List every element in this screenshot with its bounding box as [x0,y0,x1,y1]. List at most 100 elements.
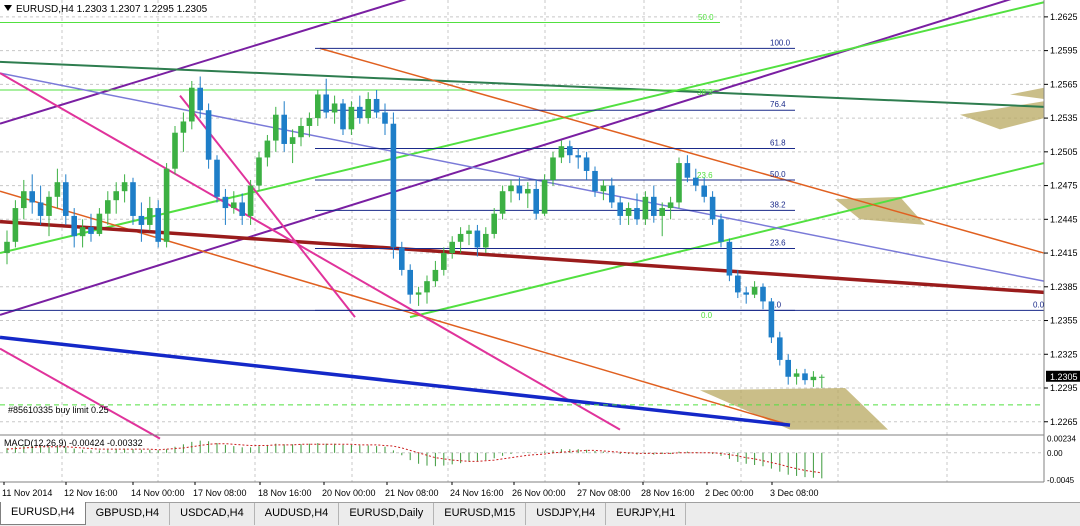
candle-body [399,247,405,270]
green-fan-label: 0.0 [701,311,713,320]
candle-body [483,233,489,248]
macd-tick-label: 0.00234 [1047,435,1076,444]
candle-body [768,301,775,338]
tab-eurusd-daily[interactable]: EURUSD,Daily [339,503,435,525]
candle-body [348,106,355,130]
candle-body [281,114,287,144]
order-label: #85610335 buy limit 0.25 [8,405,109,415]
candle-body [474,230,481,248]
candle-body [415,292,422,295]
candle-body [499,191,506,214]
candle-body [382,112,388,124]
candle-body [693,177,699,186]
macd-indicator [0,434,1044,479]
candle-body [29,191,35,203]
time-tick-label: 2 Dec 00:00 [705,488,754,498]
price-tick-label: 1.2595 [1050,46,1078,56]
dropdown-triangle-icon[interactable] [4,5,12,11]
candle-body [659,208,665,216]
candle-body [676,163,682,203]
tab-eurusd-m15[interactable]: EURUSD,M15 [434,503,527,525]
tab-gbpusd-h4[interactable]: GBPUSD,H4 [86,503,171,525]
harmonic-zone [960,101,1044,130]
candle-body [12,208,19,242]
candle-body [138,215,145,225]
candle-body [575,155,581,158]
candle-body [592,170,598,192]
candle-body [583,157,590,171]
price-tick-label: 1.2445 [1050,214,1078,224]
tab-usdcad-h4[interactable]: USDCAD,H4 [170,503,255,525]
time-tick-label: 26 Nov 00:00 [512,488,566,498]
candle-body [130,182,136,216]
candle-body [751,286,758,295]
candle-body [105,200,111,214]
orange-channel-line [319,47,1045,254]
green-fan-label: 50.0 [698,13,714,22]
price-tick-label: 1.2415 [1050,248,1078,258]
time-tick-label: 28 Nov 16:00 [641,488,695,498]
price-tick-label: 1.2265 [1050,417,1078,427]
candle-body [793,373,800,377]
tab-eurjpy-h1[interactable]: EURJPY,H1 [606,503,687,525]
blue-trendline [0,335,791,427]
candle-body [71,215,77,237]
candle-body [256,157,262,186]
harmonic-zone [1010,87,1044,99]
candle-body [79,227,86,237]
candle-body [231,202,237,209]
current-price-box [1046,370,1080,382]
macd-signal-line [6,443,822,474]
chart-canvas[interactable]: 100.0 76.4 61.8 50.0 38.2 23.6 0.0 50.0 38.2 23.6… [0,0,1080,502]
time-tick-label: 21 Nov 08:00 [385,488,439,498]
candle-body [491,213,497,234]
candle-body [449,241,455,254]
candle-body [735,275,741,293]
candle-body [441,253,447,270]
candle-body [46,196,52,216]
macd-tick-label: -0.0045 [1047,476,1075,485]
tab-audusd-h4[interactable]: AUDUSD,H4 [255,503,340,525]
candle-body [88,227,94,234]
time-tick-label: 27 Nov 08:00 [577,488,631,498]
candle-body [214,159,220,197]
candle-body [810,376,817,381]
green-fan-label: 38.2 [697,88,713,97]
fib-right-label: 0.0 [1033,300,1045,309]
fib-level-label: 76.4 [770,100,786,109]
candle-body [525,188,531,194]
candle-body [457,233,464,242]
fib-level-label: 61.8 [770,138,786,147]
candle-body [760,286,766,302]
candle-body [541,179,548,214]
candle-body [726,241,733,276]
candle-body [306,118,313,126]
candle-body [205,110,212,160]
current-price-label: 1.2305 [1050,372,1078,382]
candle-body [609,185,615,203]
candle-body [147,208,153,225]
tab-eurusd-h4[interactable]: EURUSD,H4 [0,502,86,525]
candle-body [743,292,749,295]
candle-body [121,182,128,192]
tab-usdjpy-h4[interactable]: USDJPY,H4 [526,503,607,525]
candle-body [667,202,674,209]
purple-channel-top [0,0,407,125]
time-tick-label: 20 Nov 00:00 [322,488,376,498]
candle-body [357,106,363,119]
candle-body [651,196,657,216]
candle-body [625,208,632,216]
time-tick-label: 11 Nov 2014 [2,488,52,498]
price-tick-label: 1.2325 [1050,349,1078,359]
fib-level-label: 0.0 [770,300,782,309]
green-channel-line [409,162,1045,319]
dark-green-trendline [0,60,1045,108]
candle-body [264,140,271,158]
time-tick-label: 14 Nov 00:00 [131,488,185,498]
candle-body [331,103,338,113]
candle-body [340,103,346,130]
candle-body [54,182,61,197]
macd-tick-label: 0.00 [1047,449,1063,458]
candle-body [558,146,565,158]
candle-body [273,114,279,141]
